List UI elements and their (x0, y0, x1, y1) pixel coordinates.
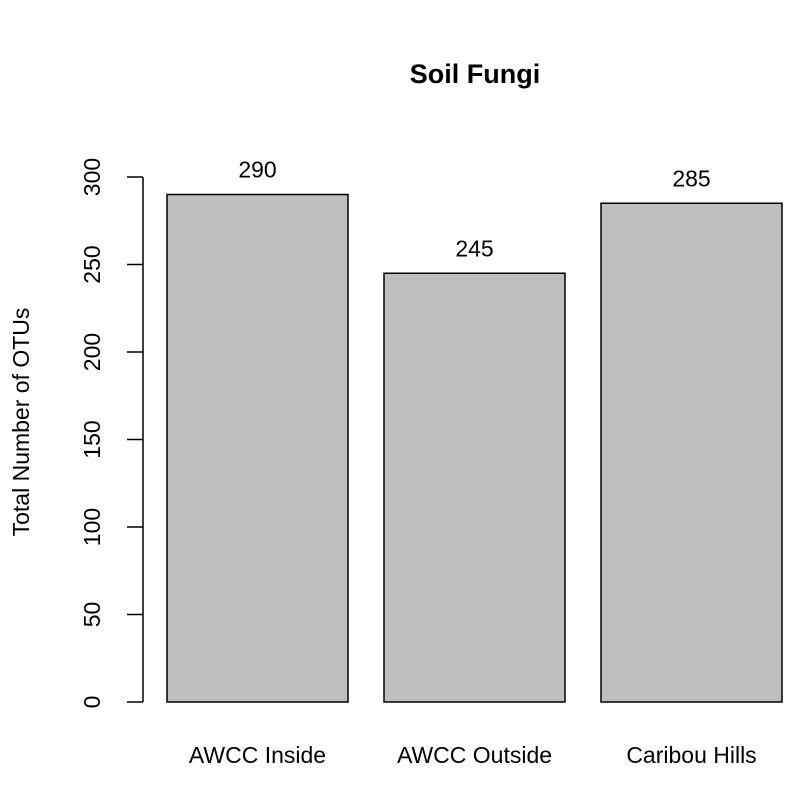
y-tick-label: 300 (79, 158, 105, 196)
bars (166, 193, 783, 703)
data-labels: 290 245 285 (238, 157, 710, 262)
y-tick-label: 200 (79, 333, 105, 371)
y-tick-label: 150 (79, 420, 105, 458)
bar-1 (383, 272, 566, 703)
category-labels: AWCC Inside AWCC Outside Caribou Hills (189, 742, 757, 768)
bar-2 (600, 202, 783, 703)
data-label-1: 245 (455, 235, 493, 261)
y-tick-label: 250 (79, 245, 105, 283)
y-tick-label: 100 (79, 508, 105, 546)
y-tick-label: 0 (79, 696, 105, 709)
y-axis-label: Total Number of OTUs (8, 308, 34, 537)
data-label-0: 290 (238, 157, 276, 183)
category-label-2: Caribou Hills (626, 742, 756, 768)
y-tick-label: 50 (79, 602, 105, 628)
chart-title: Soil Fungi (410, 59, 540, 89)
category-label-0: AWCC Inside (189, 742, 326, 768)
y-axis: 0 50 100 150 200 250 300 (79, 158, 144, 709)
data-label-2: 285 (672, 165, 710, 191)
bar-0 (166, 193, 349, 703)
category-label-1: AWCC Outside (397, 742, 552, 768)
